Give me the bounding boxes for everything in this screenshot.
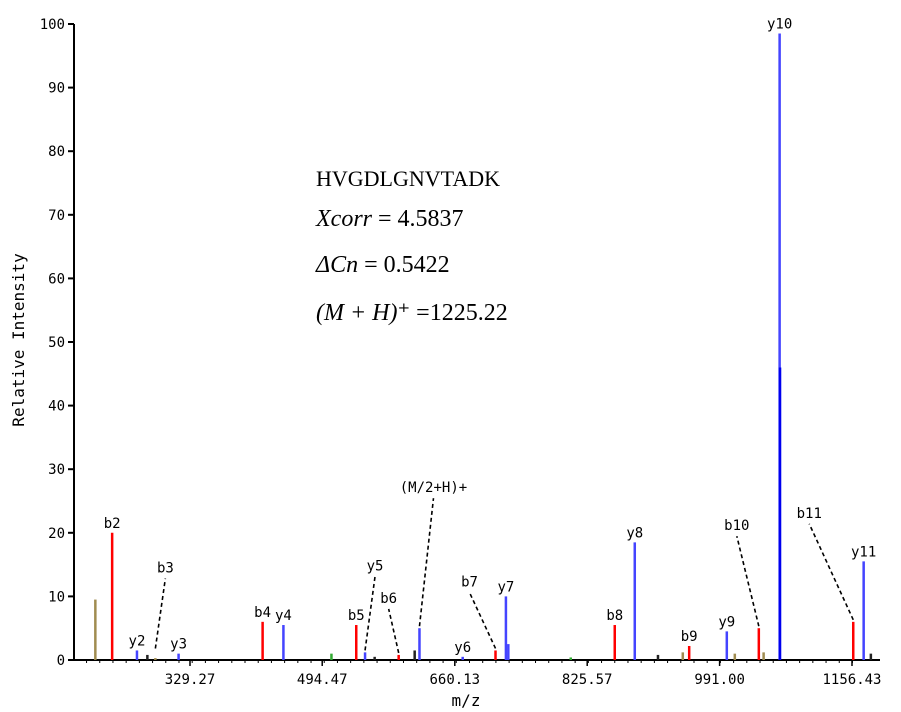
y-tick-label: 60 [48,271,65,287]
mh-annotation: (M + H)⁺ =1225.22 [316,298,508,327]
x-tick-label: 1156.43 [822,672,881,688]
y-tick-label: 20 [48,526,65,542]
peak-label: y3 [170,637,187,653]
peak-label: y11 [851,544,876,560]
dcn-label: ΔCn [316,252,359,278]
y-tick-label: 0 [57,653,65,669]
y-tick-label: 10 [48,589,65,605]
x-tick-label: 494.47 [297,672,348,688]
y-tick-label: 70 [48,208,65,224]
peak-label: b8 [606,608,623,624]
y-tick-label: 50 [48,335,65,351]
mh-label: (M + H)⁺ [316,300,411,326]
peak-leader-line [468,592,497,649]
x-axis-title: m/z [452,691,481,710]
peak-leader-line [736,536,760,627]
peak-labels: b2 y2 b3 y3 b4 y4 b5 y5 b6 (M/2+H)+ y6 b7 y7 b8 y8 b9 y9… [104,17,877,656]
peak-label: b10 [724,518,749,534]
peak-label: y9 [718,614,735,630]
x-tick-label: 991.00 [694,672,745,688]
peak-label: b3 [157,560,174,576]
peak-label: y7 [497,579,514,595]
peak-leader-line [808,523,854,621]
y-tick-label: 90 [48,81,65,97]
peak-label: b7 [461,574,478,590]
peak-label: b6 [380,591,397,607]
x-tick-label: 660.13 [430,672,481,688]
peak-label: y10 [767,17,792,33]
peak-leader-line [154,578,167,649]
peak-label: b11 [797,506,822,522]
x-tick-label: 825.57 [562,672,613,688]
peak-leader-line [364,576,376,651]
x-tick-label: 329.27 [165,672,216,688]
peak-label: y2 [129,633,146,649]
dcn-annotation: ΔCn = 0.5422 [316,252,450,279]
dcn-value: = 0.5422 [358,252,450,278]
axes: 0 10 20 30 40 50 60 70 80 90 100 329.27 494.47 660.13… [40,17,882,688]
peak-label: (M/2+H)+ [400,480,467,496]
peptide-sequence: HVGDLGNVTADK [316,166,500,191]
peaks [94,33,873,660]
peak-label: y5 [367,558,384,574]
y-tick-label: 100 [40,17,65,33]
peak-label: y6 [454,640,471,656]
peak-label: y4 [275,608,292,624]
peak-label: b2 [104,516,121,532]
y-tick-label: 30 [48,462,65,478]
xcorr-label: Xcorr [316,206,372,232]
peak-label: b4 [254,605,271,621]
y-axis-title: Relative Intensity [9,253,28,427]
peak-leader-line [387,608,400,654]
peak-label: y8 [626,525,643,541]
xcorr-value: = 4.5837 [372,206,464,232]
y-tick-label: 40 [48,399,65,415]
y-tick-label: 80 [48,144,65,160]
peak-leader-line [418,498,435,627]
peak-label: b5 [348,608,365,624]
peak-label: b9 [681,629,698,645]
mh-value: =1225.22 [410,300,508,326]
xcorr-annotation: Xcorr = 4.5837 [316,206,464,233]
